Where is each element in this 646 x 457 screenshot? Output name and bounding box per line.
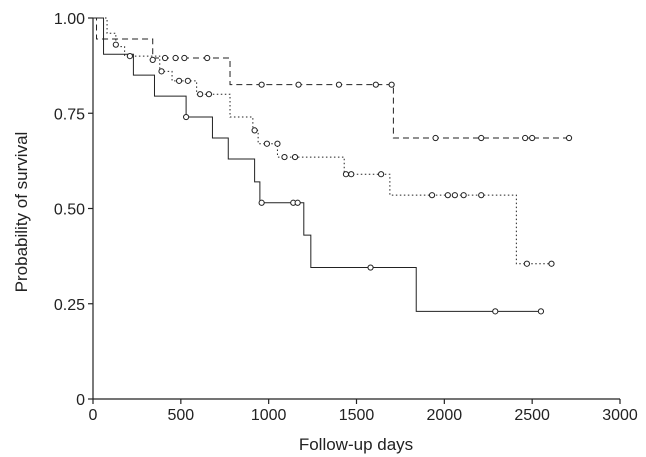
x-tick-label: 2500 (514, 407, 550, 424)
censor-marker (149, 56, 156, 64)
x-tick-label: 1000 (251, 407, 287, 424)
x-tick-label: 3000 (602, 407, 638, 424)
censor-marker (158, 68, 165, 75)
censor-marker (367, 264, 374, 271)
censor-marker (548, 260, 555, 267)
censor-marker (372, 81, 379, 88)
censor-marker (181, 54, 188, 62)
censor-marker (295, 81, 302, 88)
x-axis-title: Follow-up days (299, 435, 413, 454)
series-dotted (93, 17, 555, 267)
censor-marker (263, 140, 271, 147)
censor-marker (281, 153, 288, 161)
censor-marker (204, 54, 211, 62)
censor-marker (348, 171, 355, 178)
censor-marker (492, 308, 499, 315)
survival-curve-solid (93, 17, 541, 312)
y-axis-ticks: 0 0.25 0.50 0.75 1.00 (54, 11, 93, 409)
y-tick-label: 1.00 (54, 11, 85, 28)
censor-marker (537, 308, 545, 315)
censor-marker (197, 91, 204, 98)
series-layer (93, 17, 573, 315)
censor-marker (172, 54, 179, 62)
censor-marker (529, 134, 536, 142)
censor-marker (388, 81, 395, 88)
censor-marker (294, 199, 301, 206)
censor-marker (478, 192, 485, 199)
y-tick-label: 0 (76, 392, 85, 409)
censor-marker (335, 81, 343, 88)
censor-marker (522, 134, 529, 142)
series-solid (93, 17, 545, 315)
censor-marker (183, 113, 190, 121)
x-axis-ticks: 0 500 1000 1500 2000 2500 3000 (89, 399, 638, 424)
censor-marker (175, 77, 183, 84)
censor-marker (184, 77, 191, 84)
y-tick-label: 0.25 (54, 297, 85, 314)
censor-marker (432, 134, 439, 142)
censor-marker (565, 134, 573, 142)
censor-marker (444, 192, 451, 199)
censor-marker (451, 192, 458, 199)
x-tick-label: 0 (89, 407, 98, 424)
censor-marker (291, 153, 299, 161)
survival-curve-dotted (93, 17, 552, 265)
series-dashed (93, 17, 573, 142)
censor-marker (251, 127, 258, 134)
censor-marker (205, 91, 213, 98)
censor-marker (126, 53, 133, 60)
censor-marker (523, 260, 530, 267)
censor-marker (478, 134, 485, 142)
censor-marker (377, 171, 385, 178)
censor-marker (258, 81, 265, 88)
y-axis-title: Probability of survival (12, 132, 31, 293)
x-tick-label: 1500 (339, 407, 375, 424)
censor-marker (342, 171, 350, 178)
censor-marker (460, 192, 467, 199)
x-tick-label: 500 (167, 407, 194, 424)
x-tick-label: 2000 (427, 407, 463, 424)
y-tick-label: 0.50 (54, 202, 85, 219)
censor-marker (428, 192, 436, 199)
y-tick-label: 0.75 (54, 106, 85, 123)
censor-marker (258, 199, 265, 206)
survival-curve-dashed (93, 17, 570, 139)
censor-marker (112, 41, 119, 48)
censor-marker (274, 140, 281, 147)
censor-marker (161, 54, 169, 62)
